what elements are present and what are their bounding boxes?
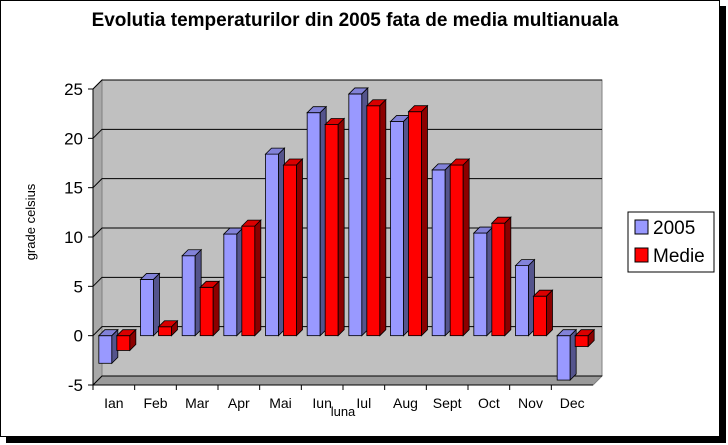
bar — [556, 328, 578, 382]
bar — [306, 105, 328, 337]
x-tick-label: Ian — [104, 395, 123, 411]
x-tick-label: Aug — [393, 395, 418, 411]
y-axis-title: grade celsius — [23, 183, 38, 260]
bar-side — [212, 280, 220, 337]
bar-side — [379, 98, 387, 337]
bar-front — [140, 279, 154, 337]
bar-front — [449, 164, 464, 337]
bar — [449, 158, 471, 337]
bar — [264, 147, 286, 337]
gridline — [92, 128, 602, 139]
bar-front — [491, 222, 506, 337]
legend: 2005 Medie — [627, 211, 715, 273]
x-tick-label: Oct — [478, 395, 500, 411]
chart-title: Evolutia temperaturilor din 2005 fata de… — [92, 10, 619, 31]
bar — [324, 117, 346, 337]
x-tick-label: Mar — [185, 395, 209, 411]
bar-front — [241, 225, 256, 337]
bar-front — [158, 326, 172, 337]
legend-label: Medie — [653, 246, 705, 267]
gridline — [92, 375, 602, 386]
y-tick-label: -5 — [68, 376, 83, 395]
bar-side — [569, 328, 577, 382]
bar-side — [296, 158, 303, 337]
gridline — [92, 79, 602, 90]
bar-side — [337, 117, 345, 337]
x-tick-label: Feb — [143, 395, 167, 411]
legend-swatch — [634, 247, 649, 263]
x-tick-label: Iun — [312, 395, 331, 411]
x-tick-label: Sept — [433, 395, 462, 411]
bar-side — [504, 216, 512, 337]
y-tick-label: 20 — [64, 129, 83, 148]
bar-front — [515, 265, 529, 337]
bar — [115, 328, 137, 352]
y-tick-label: 10 — [64, 228, 83, 247]
legend-label: 2005 — [653, 218, 695, 239]
bar-side — [462, 158, 470, 337]
frame-shadow — [719, 6, 726, 442]
bar-front — [366, 105, 381, 337]
bar — [389, 114, 411, 337]
bar-front — [574, 335, 589, 347]
bar-front — [116, 335, 131, 351]
x-axis-title: luna — [331, 404, 356, 419]
y-tick-label: 15 — [64, 179, 83, 198]
bar — [532, 289, 554, 337]
x-tick-label: Dec — [560, 395, 585, 411]
bar-front — [348, 93, 363, 337]
bar-front — [283, 164, 297, 337]
bar-side — [254, 219, 262, 337]
bar-side — [111, 328, 119, 365]
bar — [157, 319, 179, 337]
bar-front — [306, 112, 321, 337]
bar-side — [587, 328, 595, 348]
frame-shadow — [6, 436, 726, 443]
bar-front — [199, 286, 214, 337]
x-tick-label: Iul — [356, 395, 371, 411]
bar-front — [556, 335, 571, 381]
bar — [222, 227, 244, 337]
bar-front — [324, 124, 339, 337]
x-tick-label: Mai — [269, 395, 292, 411]
bar-front — [408, 111, 422, 337]
bar-front — [473, 232, 488, 337]
bar — [574, 328, 596, 348]
bar — [472, 226, 494, 337]
bar — [199, 280, 221, 337]
bar — [490, 216, 512, 337]
bar — [181, 248, 203, 337]
bar-front — [98, 335, 113, 364]
bar-front — [431, 169, 446, 337]
bar — [407, 104, 429, 337]
y-tick-label: 5 — [74, 277, 83, 296]
plot-area: -5 0 5 10 15 20 25 Ian Feb Mar Apr Mai Iun Iul Aug Sept… — [64, 78, 604, 411]
bar — [514, 258, 536, 337]
floor — [91, 375, 604, 386]
bar-front — [390, 121, 404, 337]
bar — [97, 328, 119, 365]
bar-side — [546, 289, 553, 337]
bar-front — [265, 153, 279, 337]
bar — [365, 98, 387, 337]
bar — [282, 158, 304, 337]
bar-side — [171, 319, 178, 337]
bar-front — [181, 255, 196, 337]
x-tick-label: Apr — [228, 395, 250, 411]
bar-side — [129, 328, 137, 352]
bar-front — [223, 233, 238, 337]
bar — [431, 162, 453, 337]
bar-front — [533, 295, 547, 337]
bar — [347, 86, 369, 337]
legend-swatch — [634, 219, 649, 235]
bar-side — [421, 104, 428, 337]
bar — [139, 272, 161, 337]
bar — [240, 219, 262, 337]
x-tick-label: Nov — [518, 395, 543, 411]
y-tick-label: 25 — [64, 80, 83, 99]
y-tick-label: 0 — [74, 327, 83, 346]
